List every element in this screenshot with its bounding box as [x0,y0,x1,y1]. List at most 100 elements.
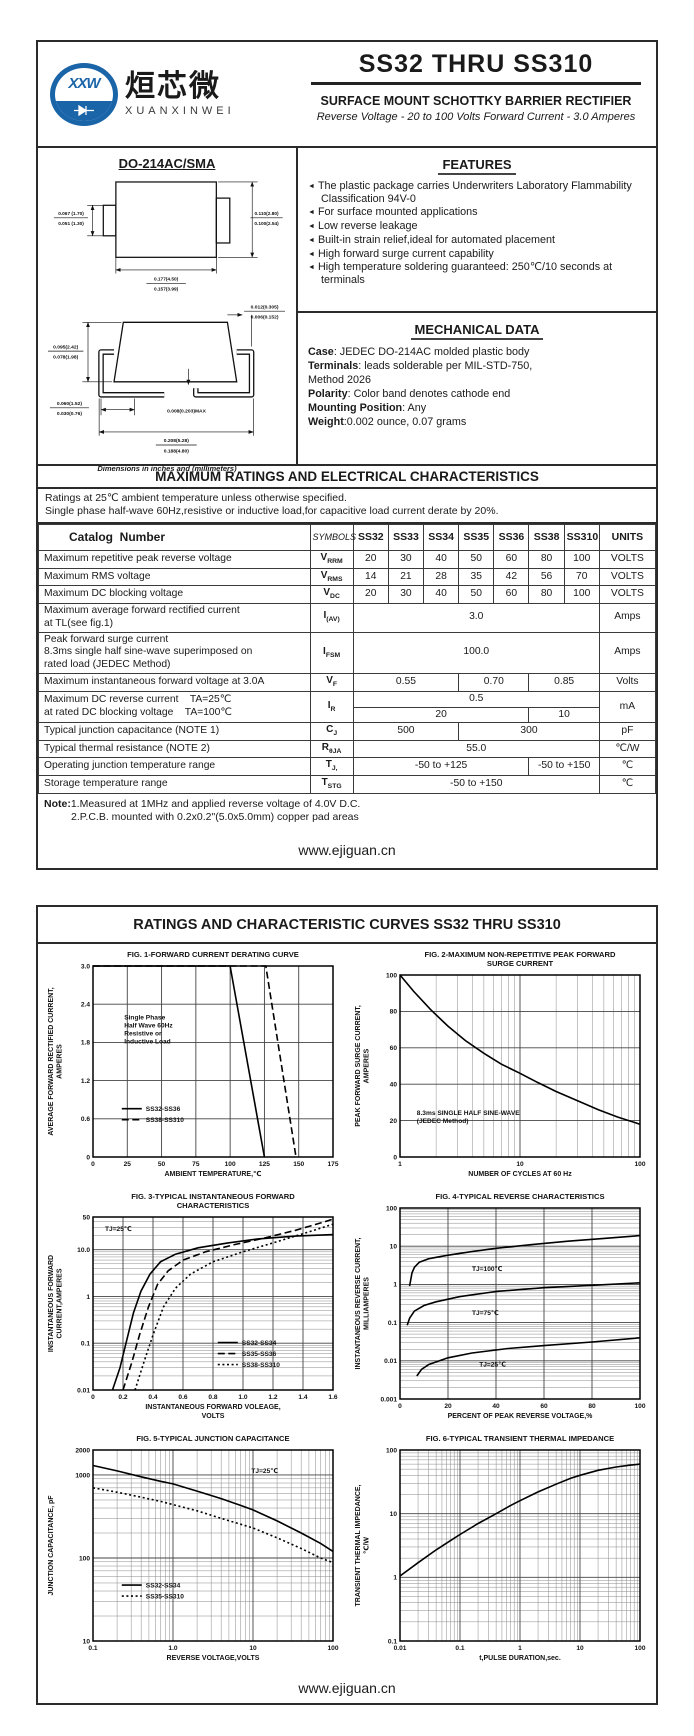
svg-text:℃/W: ℃/W [362,1537,370,1554]
row-label: Typical thermal resistance (NOTE 2) [38,739,311,759]
svg-text:TJ=25℃: TJ=25℃ [105,1225,132,1233]
svg-text:1.2: 1.2 [80,1078,89,1085]
value-cell: 60 [493,585,530,604]
value-cell: VOLTS [598,585,657,604]
svg-text:AVERAGE FORWARD RECTIFIED CURR: AVERAGE FORWARD RECTIFIED CURRENT, [48,987,55,1135]
value-cell: 30 [387,550,425,569]
value-cell: VOLTS [598,567,657,587]
header: XXW 烜芯微 XUANXINWEI SS32 THRU SS310 SURFA… [38,42,656,148]
bullet-icon: ◄ [308,264,315,272]
svg-text:100: 100 [385,972,396,979]
package-drawing-panel: DO-214AC/SMA 0.067 (1.70) 0.051 (1.30) [38,148,298,473]
svg-text:FIG. 6-TYPICAL TRANSIENT THERM: FIG. 6-TYPICAL TRANSIENT THERMAL IMPEDAN… [425,1434,613,1443]
value-cell: 42 [493,567,530,587]
symbol-cell: VRRM [309,550,354,569]
svg-text:8.3ms SINGLE HALF SINE-WAVE: 8.3ms SINGLE HALF SINE-WAVE [416,1110,519,1117]
column-header: SS35 [458,524,495,552]
website-url: www.ejiguan.cn [298,842,396,858]
svg-text:10: 10 [389,1244,397,1251]
svg-text:20: 20 [389,1118,397,1125]
bullet-icon: ◄ [308,209,315,217]
mechanical-data-line: Method 2026 [308,374,372,387]
svg-text:TJ=25℃: TJ=25℃ [479,1361,506,1369]
svg-text:Half Wave 60Hz: Half Wave 60Hz [124,1022,173,1029]
svg-text:0.067 (1.70): 0.067 (1.70) [58,211,84,217]
column-header: Catalog Number [38,524,311,552]
svg-text:1: 1 [518,1645,522,1652]
ratings-condition-1: Ratings at 25℃ ambient temperature unles… [45,492,347,504]
ratings-summary: Reverse Voltage - 20 to 100 Volts Forwar… [316,111,636,123]
svg-text:FIG. 5-TYPICAL JUNCTION CAPACI: FIG. 5-TYPICAL JUNCTION CAPACITANCE [136,1434,289,1443]
chart-fig1: FIG. 1-FORWARD CURRENT DERATING CURVE 0 25… [45,948,343,1188]
svg-text:FIG. 1-FORWARD CURRENT DERATIN: FIG. 1-FORWARD CURRENT DERATING CURVE [127,950,299,959]
svg-text:TJ=75℃: TJ=75℃ [472,1309,499,1317]
column-header: SS34 [423,524,460,552]
column-header: SS33 [387,524,425,552]
svg-text:1.8: 1.8 [80,1040,89,1047]
svg-text:0.1: 0.1 [387,1638,396,1645]
svg-text:0.208(5.28): 0.208(5.28) [164,438,189,444]
svg-text:AMPERES: AMPERES [56,1044,63,1079]
svg-text:1.4: 1.4 [298,1394,307,1401]
chart-fig3: FIG. 3-TYPICAL INSTANTANEOUS FORWARD CHAR… [45,1190,343,1430]
svg-text:60: 60 [540,1403,548,1410]
svg-text:INSTANTANEOUS FORWARD VOLEAGE,: INSTANTANEOUS FORWARD VOLEAGE, [145,1404,280,1411]
svg-text:0.1: 0.1 [80,1341,89,1348]
svg-text:0.060(1.52): 0.060(1.52) [57,401,82,407]
row-label: Maximum instantaneous forward voltage at… [38,673,311,692]
bullet-icon: ◄ [308,223,315,231]
ratings-table: Catalog Number SYMBOLS SS32 SS33 SS34 SS35 SS3… [38,524,657,794]
svg-text:40: 40 [389,1082,397,1089]
svg-text:0.1: 0.1 [387,1320,396,1327]
chart-fig4: FIG. 4-TYPICAL REVERSE CHARACTERISTICS 0 2… [352,1190,650,1430]
value-cell: 100.0 [352,631,600,675]
symbol-cell: VF [309,673,354,692]
value-cell: 300 [458,722,600,741]
svg-text:75: 75 [192,1161,200,1168]
svg-text:Resistive or: Resistive or [124,1030,162,1037]
bullet-icon: ◄ [308,183,315,190]
svg-text:NUMBER OF CYCLES AT 60 Hz: NUMBER OF CYCLES AT 60 Hz [468,1171,572,1178]
svg-text:0.1: 0.1 [88,1645,97,1652]
symbol-cell: TJ, [309,757,354,776]
svg-text:2000: 2000 [75,1447,90,1454]
svg-text:100: 100 [327,1645,338,1652]
svg-text:0.01: 0.01 [393,1645,406,1652]
column-header: SS32 [352,524,389,552]
value-cell: 55.0 [352,739,600,759]
svg-text:CHARACTERISTICS: CHARACTERISTICS [176,1201,249,1210]
svg-text:50: 50 [157,1161,165,1168]
svg-text:2.4: 2.4 [80,1002,89,1009]
svg-text:0.177(4.50): 0.177(4.50) [154,277,179,283]
value-cell: VOLTS [598,550,657,569]
row-label: Typical junction capacitance (NOTE 1) [38,722,311,741]
svg-text:1: 1 [393,1575,397,1582]
svg-text:TJ=100℃: TJ=100℃ [472,1265,503,1273]
symbol-cell: I(AV) [309,602,354,633]
svg-text:40: 40 [492,1403,500,1410]
row-label: Operating junction temperature range [38,757,311,776]
value-cell: 10 [528,706,600,724]
value-cell: 21 [387,567,425,587]
svg-text:20: 20 [444,1403,452,1410]
logo-xxw-text: XXW [68,74,100,92]
feature-item: ◄ For surface mounted applications [308,206,478,219]
footnotes: Note:1.Measured at 1MHz and applied reve… [38,794,656,825]
drawing-and-specs: DO-214AC/SMA 0.067 (1.70) 0.051 (1.30) [38,148,656,473]
svg-text:10.0: 10.0 [77,1247,90,1254]
row-label: Maximum DC reverse current TA=25℃ at rate… [38,690,311,724]
value-cell: 14 [352,567,389,587]
row-label: Maximum DC blocking voltage [38,585,311,604]
svg-text:INSTANTANEOUS FORWARD: INSTANTANEOUS FORWARD [48,1255,55,1352]
svg-text:0.01: 0.01 [384,1358,397,1365]
svg-text:SURGE CURRENT: SURGE CURRENT [486,959,553,968]
svg-text:SS32-SS36: SS32-SS36 [145,1106,180,1113]
svg-text:100: 100 [385,1205,396,1212]
svg-text:10: 10 [516,1161,524,1168]
svg-text:PERCENT OF PEAK REVERSE VOLTAG: PERCENT OF PEAK REVERSE VOLTAGE,% [447,1413,593,1420]
svg-text:SS32-SS34: SS32-SS34 [145,1583,180,1590]
svg-text:0: 0 [91,1394,95,1401]
svg-text:MILLIAMPERES: MILLIAMPERES [363,1277,370,1330]
mechanical-data-line: Polarity: Color band denotes cathode end [308,388,511,401]
part-number-title: SS32 THRU SS310 [358,50,594,78]
